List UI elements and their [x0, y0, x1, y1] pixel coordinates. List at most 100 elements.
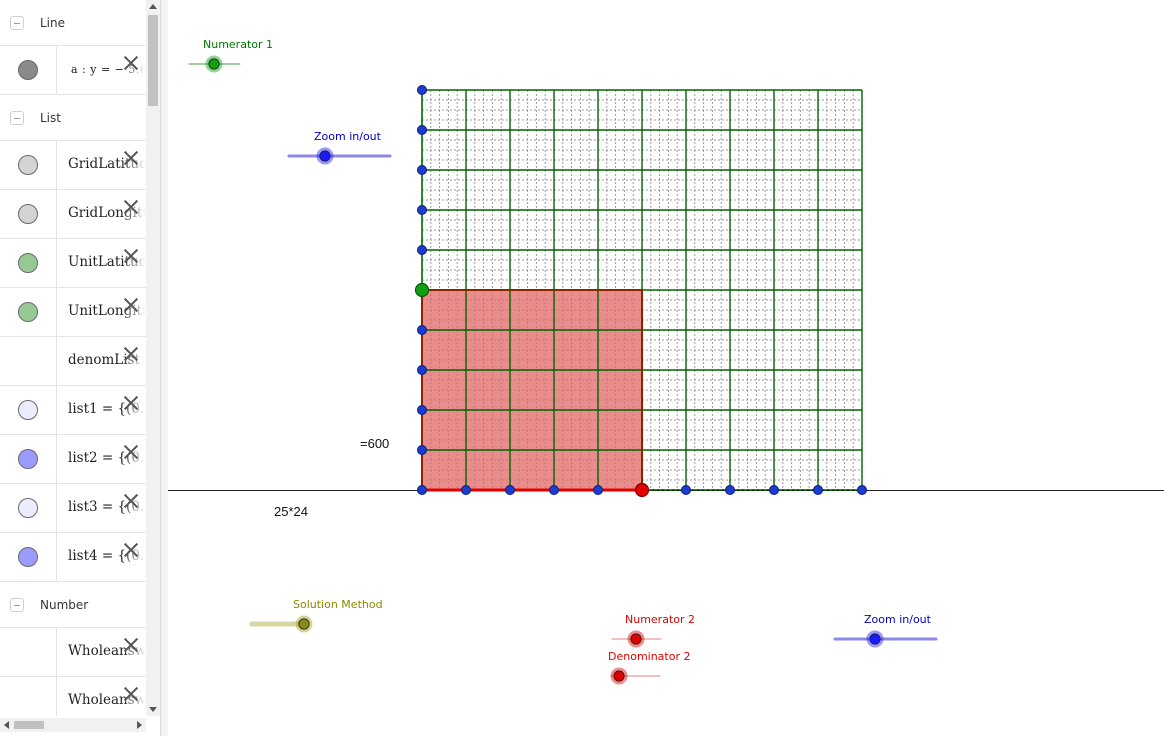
shaded-region	[422, 290, 642, 490]
algebra-item[interactable]: GridLongitude	[0, 190, 146, 239]
close-icon[interactable]	[122, 394, 140, 412]
graphics-view[interactable]: Numerator 1 Zoom in/out Solution Method …	[168, 0, 1164, 736]
visibility-marble-icon[interactable]	[18, 547, 38, 567]
grid-point-horizontal[interactable]	[813, 485, 823, 495]
marble-cell[interactable]	[0, 337, 57, 385]
sliders[interactable]	[188, 55, 938, 685]
numerator1-knob[interactable]	[208, 58, 220, 70]
marble-cell[interactable]	[0, 628, 57, 676]
scroll-left-icon[interactable]	[4, 721, 9, 729]
algebra-item[interactable]: list1 = {(0.0,	[0, 386, 146, 435]
grid-point-horizontal[interactable]	[769, 485, 779, 495]
marble-cell[interactable]	[0, 141, 57, 189]
marble-cell[interactable]	[0, 288, 57, 336]
vertical-scrollbar[interactable]	[146, 0, 160, 716]
grid-point-horizontal[interactable]	[681, 485, 691, 495]
grid-point-vertical[interactable]	[417, 445, 427, 455]
algebra-item[interactable]: list4 = {(0.0,	[0, 533, 146, 582]
close-icon[interactable]	[122, 636, 140, 654]
visibility-marble-icon[interactable]	[18, 449, 38, 469]
denominator2-knob[interactable]	[613, 670, 625, 682]
visibility-marble-icon[interactable]	[18, 155, 38, 175]
height-control-point[interactable]	[414, 282, 430, 298]
grid-points[interactable]	[414, 85, 867, 498]
grid-point-horizontal[interactable]	[857, 485, 867, 495]
grid-point-vertical[interactable]	[417, 165, 427, 175]
grid-point-vertical[interactable]	[417, 125, 427, 135]
view-splitter[interactable]	[160, 0, 168, 736]
close-icon[interactable]	[122, 247, 140, 265]
group-header-list[interactable]: List	[0, 95, 146, 141]
scroll-down-icon[interactable]	[149, 707, 157, 712]
visibility-marble-icon[interactable]	[18, 302, 38, 322]
zoom2-label: Zoom in/out	[864, 613, 931, 626]
algebra-item[interactable]: Wholeanswer	[0, 677, 146, 716]
marble-cell[interactable]	[0, 239, 57, 287]
algebra-item[interactable]: denomList =	[0, 337, 146, 386]
visibility-marble-icon[interactable]	[18, 400, 38, 420]
close-icon[interactable]	[122, 198, 140, 216]
grid-point-vertical[interactable]	[417, 405, 427, 415]
grid-point-horizontal[interactable]	[725, 485, 735, 495]
marble-cell[interactable]	[0, 46, 57, 94]
scroll-thumb-horizontal[interactable]	[14, 721, 44, 729]
group-label: Number	[40, 598, 89, 612]
close-icon[interactable]	[122, 149, 140, 167]
algebra-item[interactable]: GridLatitude	[0, 141, 146, 190]
visibility-marble-icon[interactable]	[18, 60, 38, 80]
group-header-line[interactable]: Line	[0, 0, 146, 46]
grid-point-vertical[interactable]	[417, 85, 427, 95]
graphics-canvas[interactable]	[168, 0, 1164, 736]
algebra-list: Line a : y = − 5.64 List GridLatitudeGridLo…	[0, 0, 146, 716]
collapse-icon[interactable]	[10, 598, 24, 612]
algebra-item[interactable]: Wholeanswer	[0, 628, 146, 677]
grid-point-horizontal[interactable]	[593, 485, 603, 495]
group-label: List	[40, 111, 61, 125]
solution-method-label: Solution Method	[293, 598, 383, 611]
grid-point-vertical[interactable]	[417, 205, 427, 215]
marble-cell[interactable]	[0, 677, 57, 716]
zoom2-knob[interactable]	[869, 633, 881, 645]
group-header-number[interactable]: Number	[0, 582, 146, 628]
grid-point-horizontal[interactable]	[417, 485, 427, 495]
grid-point-horizontal[interactable]	[549, 485, 559, 495]
close-icon[interactable]	[122, 492, 140, 510]
close-icon[interactable]	[122, 541, 140, 559]
scroll-right-icon[interactable]	[137, 721, 142, 729]
close-icon[interactable]	[122, 54, 140, 72]
grid-point-vertical[interactable]	[417, 245, 427, 255]
close-icon[interactable]	[122, 443, 140, 461]
zoom1-knob[interactable]	[319, 150, 331, 162]
scroll-up-icon[interactable]	[149, 4, 157, 9]
close-icon[interactable]	[122, 685, 140, 703]
marble-cell[interactable]	[0, 435, 57, 483]
width-control-point[interactable]	[634, 482, 650, 498]
grid-point-horizontal[interactable]	[505, 485, 515, 495]
visibility-marble-icon[interactable]	[18, 204, 38, 224]
collapse-icon[interactable]	[10, 16, 24, 30]
group-label: Line	[40, 16, 66, 30]
visibility-marble-icon[interactable]	[18, 253, 38, 273]
marble-cell[interactable]	[0, 386, 57, 434]
grid-point-vertical[interactable]	[417, 365, 427, 375]
horizontal-scrollbar[interactable]	[0, 718, 146, 732]
close-icon[interactable]	[122, 296, 140, 314]
grid-point-horizontal[interactable]	[461, 485, 471, 495]
algebra-item[interactable]: list3 = {(0.0,	[0, 484, 146, 533]
algebra-item[interactable]: UnitLongitude	[0, 288, 146, 337]
marble-cell[interactable]	[0, 190, 57, 238]
grid-point-vertical[interactable]	[417, 325, 427, 335]
area-grid	[421, 89, 863, 492]
collapse-icon[interactable]	[10, 111, 24, 125]
algebra-item[interactable]: list2 = {(0.0,	[0, 435, 146, 484]
algebra-view: Line a : y = − 5.64 List GridLatitudeGridLo…	[0, 0, 160, 736]
marble-cell[interactable]	[0, 533, 57, 581]
marble-cell[interactable]	[0, 484, 57, 532]
algebra-item[interactable]: a : y = − 5.64	[0, 46, 146, 95]
numerator2-knob[interactable]	[630, 633, 642, 645]
scroll-thumb[interactable]	[148, 15, 158, 106]
algebra-item[interactable]: UnitLatitude	[0, 239, 146, 288]
visibility-marble-icon[interactable]	[18, 498, 38, 518]
close-icon[interactable]	[122, 345, 140, 363]
solution-method-knob[interactable]	[298, 618, 310, 630]
